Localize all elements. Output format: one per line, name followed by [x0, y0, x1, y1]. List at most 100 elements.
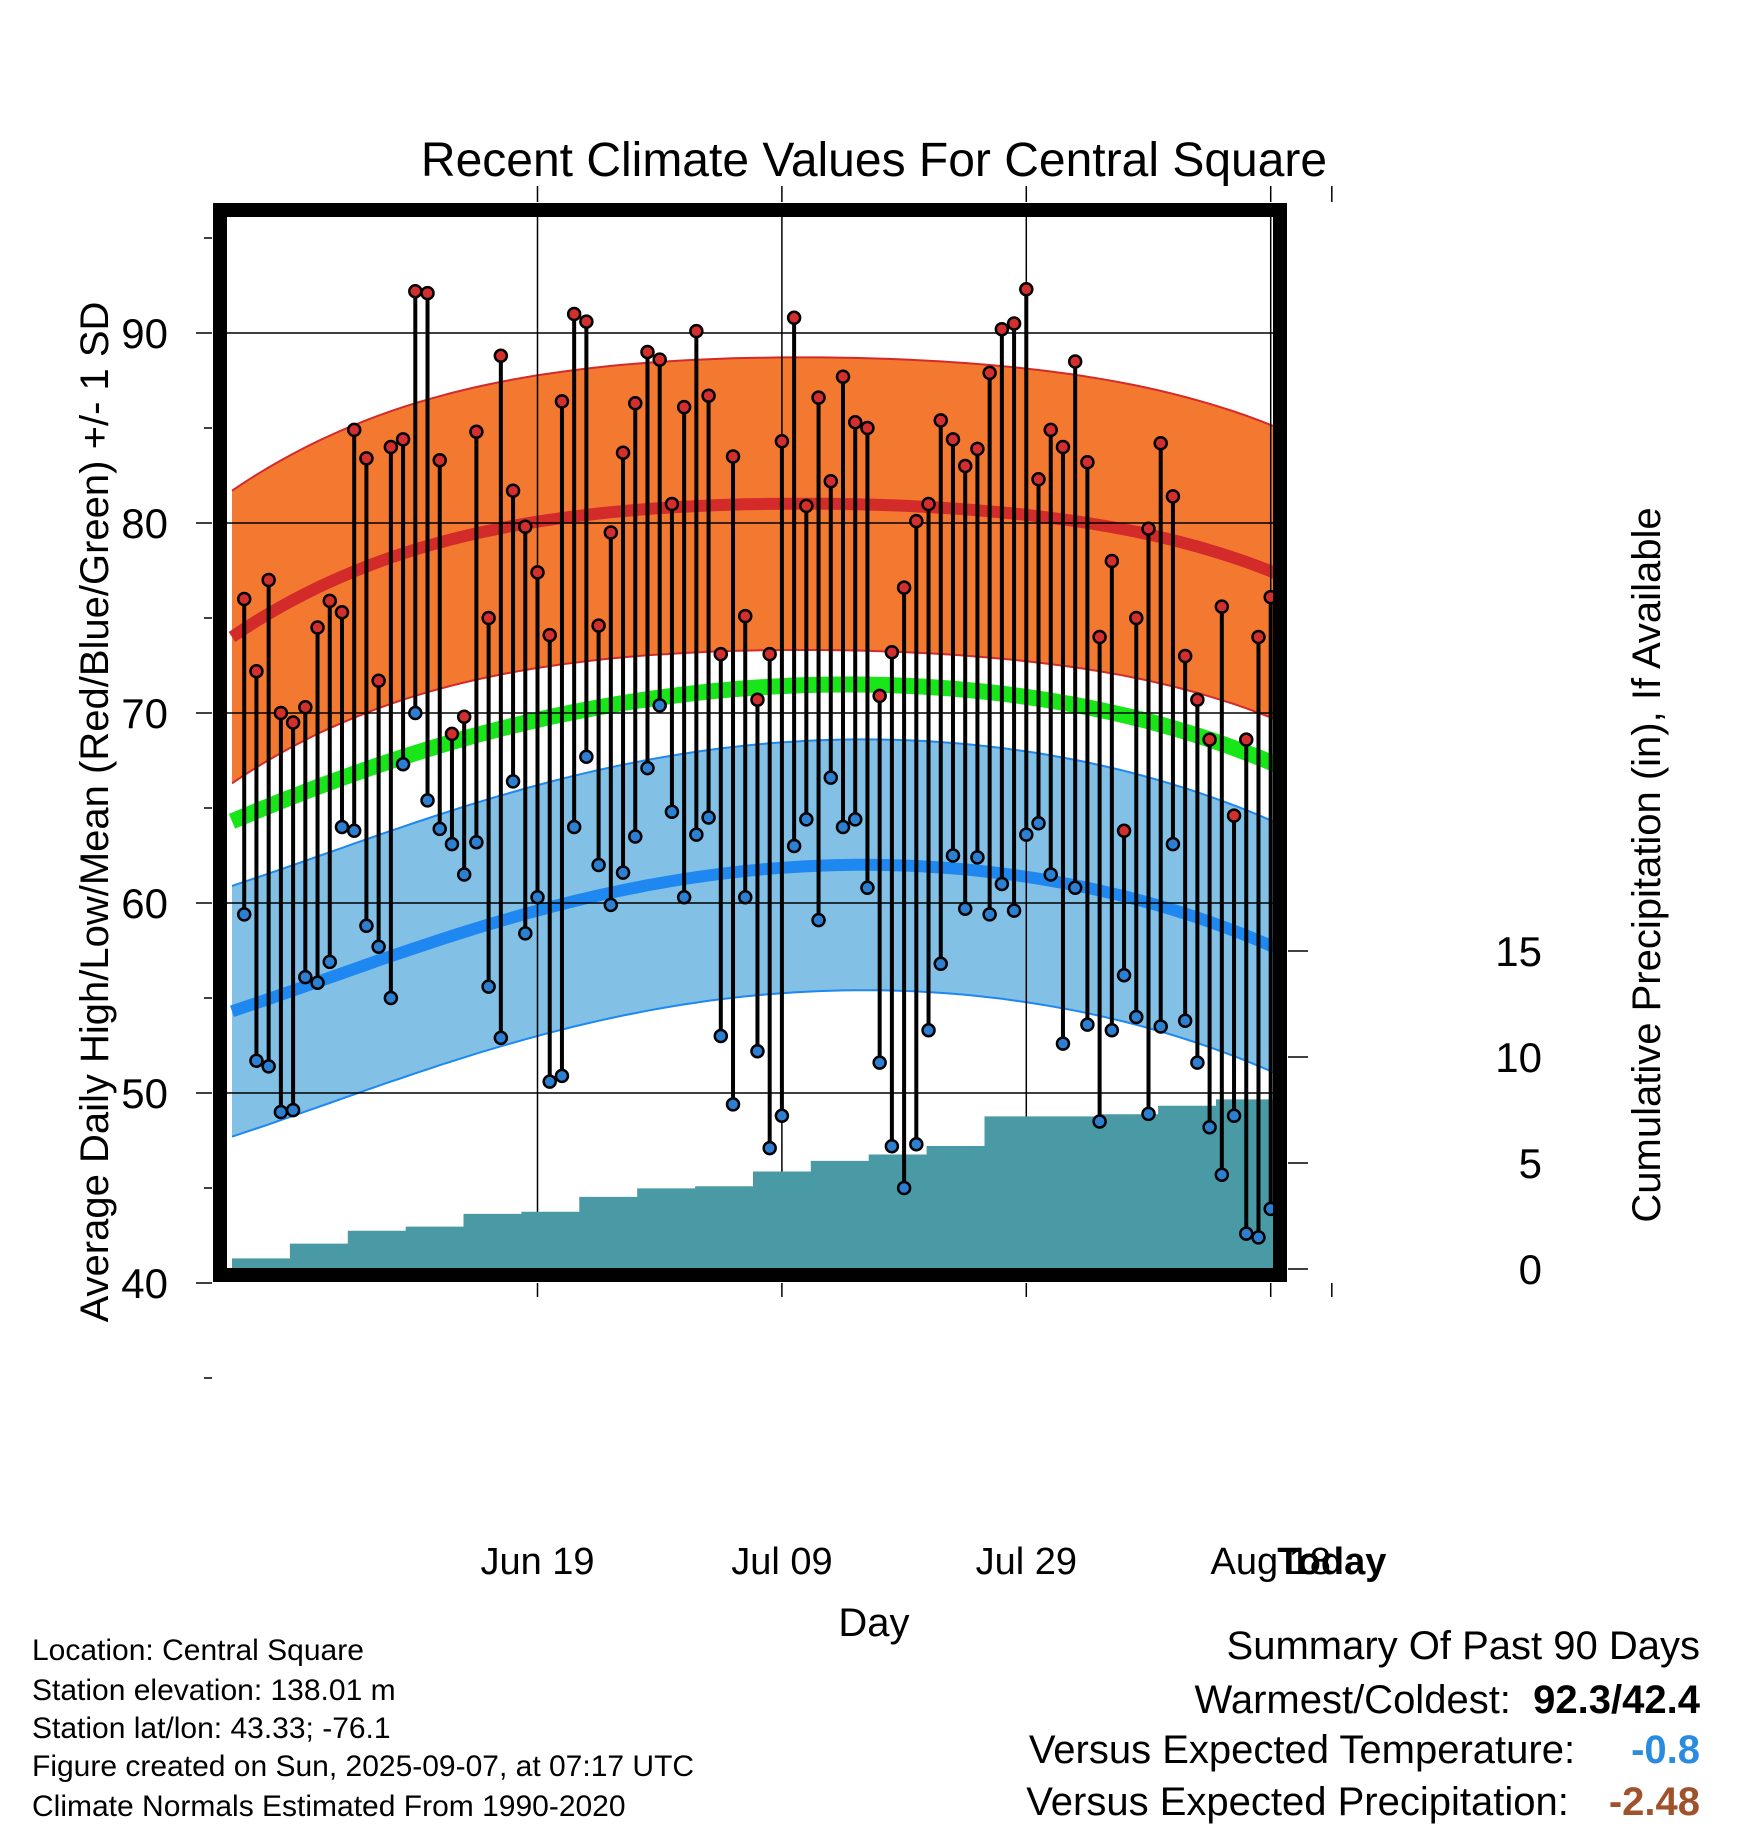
high-point — [737, 608, 753, 624]
low-point — [1067, 880, 1083, 896]
temp-vs-expected-value: -0.8 — [1631, 1728, 1700, 1772]
low-point — [420, 793, 435, 808]
low-point — [725, 1097, 741, 1112]
high-point — [725, 449, 741, 464]
low-point — [1153, 1019, 1168, 1034]
high-point — [481, 610, 496, 626]
high-point — [371, 673, 386, 688]
y2-tick-label: 0 — [1519, 1246, 1542, 1293]
high-point — [628, 396, 643, 411]
summary-precip: Versus Expected Precipitation: -2.48 — [1026, 1782, 1700, 1822]
low-point — [786, 838, 802, 854]
low-point — [518, 926, 533, 941]
y-tick-label: 80 — [121, 500, 168, 547]
low-point — [1141, 1106, 1156, 1122]
high-point — [1301, 490, 1313, 502]
low-band-upper — [231, 738, 1280, 887]
high-point — [799, 498, 814, 514]
low-point — [1190, 1055, 1205, 1070]
low-point — [1301, 1030, 1313, 1042]
low-point — [835, 819, 851, 835]
high-point — [432, 453, 447, 468]
low-point — [750, 1043, 765, 1059]
high-point — [1055, 439, 1071, 455]
precip-vs-expected-label: Versus Expected Precipitation: — [1026, 1780, 1569, 1824]
high-point — [518, 519, 533, 535]
high-point — [579, 314, 594, 329]
low-point — [1019, 827, 1034, 842]
high-point — [603, 525, 619, 540]
low-point — [249, 1053, 264, 1068]
today-marker-label-line1: 90 — [1338, 1179, 1378, 1220]
low-point — [884, 1138, 900, 1154]
low-point — [1226, 1108, 1242, 1124]
high-point — [408, 283, 423, 299]
high-point — [762, 646, 777, 662]
high-point — [909, 513, 924, 529]
y-tick-label: 40 — [121, 1260, 168, 1307]
low-point — [469, 834, 484, 850]
normal-high-line — [228, 497, 1280, 642]
normal-low-line — [230, 858, 1280, 1017]
high-point — [689, 323, 704, 339]
low-point — [334, 819, 350, 835]
low-point — [1055, 1036, 1071, 1051]
temp-vs-expected-label: Versus Expected Temperature: — [1028, 1728, 1576, 1772]
summary-temp: Versus Expected Temperature: -0.8 — [1029, 1730, 1700, 1770]
plot-frame — [213, 203, 1287, 1282]
low-point — [664, 804, 680, 820]
high-point — [456, 709, 472, 725]
precip-area — [232, 1086, 1280, 1269]
y2-tick-label: 15 — [1495, 928, 1542, 975]
low-point — [505, 774, 521, 789]
x-tick-label: Jun 19 — [480, 1541, 594, 1583]
low-point — [1080, 1017, 1095, 1032]
high-point — [615, 445, 631, 460]
low-point — [1031, 815, 1046, 831]
high-point — [1251, 629, 1266, 645]
high-point — [860, 420, 875, 436]
y-axis-label: Average Daily High/Low/Mean (Red/Blue/Gr… — [73, 302, 117, 1323]
low-point — [346, 823, 362, 839]
low-point — [1202, 1119, 1217, 1135]
low-point — [652, 698, 667, 713]
low-point — [371, 939, 386, 954]
high-point — [1226, 808, 1242, 823]
low-point — [1314, 1148, 1326, 1160]
high-point — [884, 644, 900, 660]
high-point — [1190, 692, 1205, 707]
high-point — [261, 572, 276, 588]
high-point — [1104, 553, 1120, 569]
y-tick-label: 70 — [121, 690, 168, 737]
high-point — [444, 726, 460, 742]
low-point — [285, 1102, 301, 1118]
low-band-lower — [231, 989, 1280, 1138]
high-point — [640, 344, 655, 360]
high-point — [1214, 599, 1230, 614]
high-point — [970, 441, 985, 457]
low-point — [909, 1137, 924, 1152]
high-point — [713, 646, 729, 662]
low-point — [591, 857, 606, 873]
x-tick-label: Jul 09 — [731, 1541, 832, 1583]
high-point — [994, 321, 1010, 337]
low-point — [994, 876, 1010, 892]
low-point — [982, 907, 997, 922]
low-point — [1006, 903, 1022, 918]
high-point — [1289, 508, 1301, 520]
low-point — [493, 1030, 509, 1046]
high-point — [1067, 354, 1083, 369]
low-point — [1214, 1167, 1230, 1182]
low-point — [945, 848, 961, 863]
low-point — [1251, 1230, 1266, 1245]
high-point — [383, 439, 399, 455]
low-point — [566, 819, 582, 835]
low-point — [628, 829, 643, 844]
high-point — [505, 483, 521, 498]
low-point — [432, 821, 447, 837]
high-point — [285, 715, 301, 730]
x-axis-label: Day — [838, 1601, 909, 1645]
summary-title: Summary Of Past 90 Days — [1226, 1624, 1700, 1668]
high-point — [896, 580, 912, 595]
